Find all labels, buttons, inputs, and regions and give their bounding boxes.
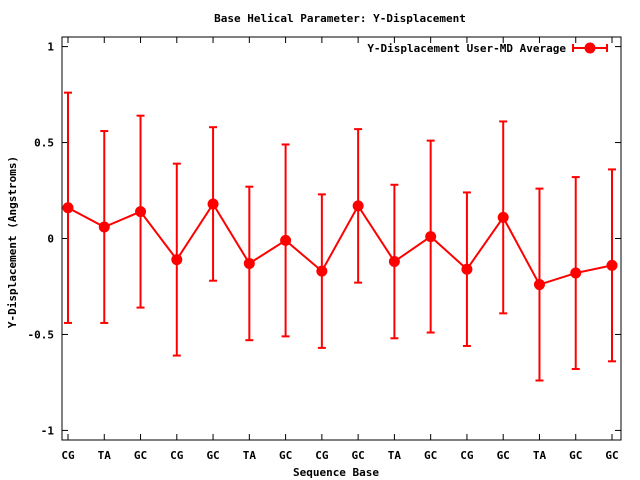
- data-point: [425, 231, 437, 243]
- x-tick-label: TA: [533, 449, 547, 462]
- x-tick-label: GC: [134, 449, 147, 462]
- x-tick-label: TA: [98, 449, 112, 462]
- data-point: [606, 259, 618, 271]
- data-point: [243, 257, 255, 269]
- data-point: [280, 234, 292, 246]
- data-point: [570, 267, 582, 279]
- legend-marker: [584, 42, 596, 54]
- x-tick-label: GC: [424, 449, 437, 462]
- x-tick-label: GC: [352, 449, 365, 462]
- data-point: [461, 263, 473, 275]
- data-point: [135, 206, 147, 218]
- y-axis-label: Y-Displacement (Angstroms): [6, 156, 19, 328]
- x-tick-label: TA: [243, 449, 257, 462]
- data-point: [352, 200, 364, 212]
- x-tick-label: GC: [497, 449, 510, 462]
- x-ticks: CG TA GC CG GC TA GC CG GC TA GC CG GC TA GC GC: [61, 37, 619, 462]
- x-tick-label: GC: [605, 449, 618, 462]
- y-tick-label: -1: [41, 424, 55, 437]
- x-tick-label: CG: [460, 449, 474, 462]
- x-tick-label: CG: [315, 449, 329, 462]
- legend-label: Y-Displacement User-MD Average: [367, 42, 566, 55]
- series-layer: [62, 91, 618, 382]
- x-tick-label: TA: [388, 449, 402, 462]
- y-ticks: 1 0.5 0 -0.5 -1: [28, 41, 621, 437]
- data-point: [388, 256, 400, 268]
- data-point: [497, 211, 509, 223]
- x-tick-label: CG: [61, 449, 75, 462]
- data-point: [171, 254, 183, 266]
- y-tick-label: 0.5: [34, 137, 54, 150]
- chart-title: Base Helical Parameter: Y-Displacement: [214, 12, 466, 25]
- x-tick-label: GC: [569, 449, 582, 462]
- data-point: [98, 221, 110, 233]
- x-axis-label: Sequence Base: [293, 466, 379, 479]
- data-point: [316, 265, 328, 277]
- series-line: [67, 202, 613, 286]
- y-tick-label: -0.5: [28, 328, 55, 341]
- y-tick-label: 0: [47, 233, 54, 246]
- legend: Y-Displacement User-MD Average: [367, 42, 608, 55]
- x-tick-label: GC: [279, 449, 292, 462]
- data-point: [62, 202, 74, 214]
- x-tick-label: GC: [206, 449, 219, 462]
- data-point: [207, 198, 219, 210]
- x-tick-label: CG: [170, 449, 184, 462]
- y-tick-label: 1: [47, 41, 54, 54]
- data-point: [533, 279, 545, 291]
